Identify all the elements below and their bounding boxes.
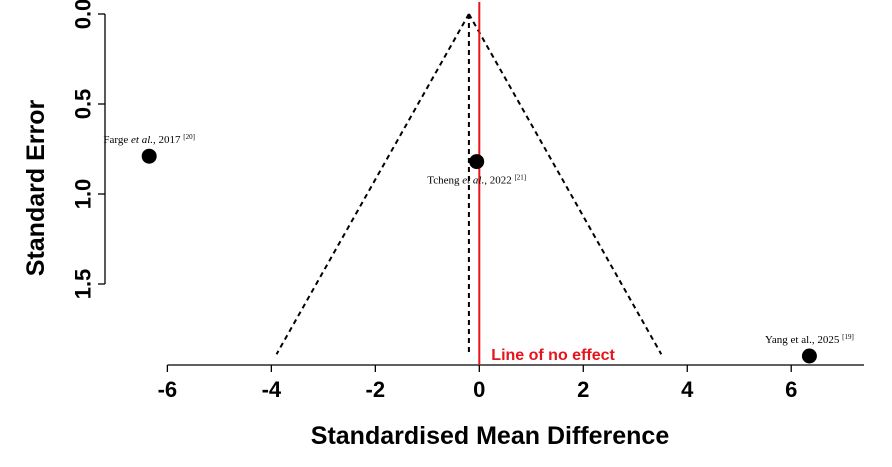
- x-tick-label: 4: [681, 377, 694, 402]
- study-ref: [21]: [514, 174, 526, 182]
- study-etal: et al.: [462, 175, 484, 187]
- funnel-group: [275, 13, 663, 355]
- study-name: Farge: [103, 134, 131, 146]
- study-label: Tcheng et al., 2022 [21]: [427, 174, 526, 187]
- x-tick-label: -4: [262, 377, 282, 402]
- axes-group: -6 -4 -2 0 2 4 6 0.0 0.5 1.0 1.5: [71, 0, 864, 402]
- study-ref: [19]: [842, 333, 854, 341]
- funnel-right-boundary: [468, 13, 663, 355]
- points-group: Farge et al., 2017 [20]Tcheng et al., 20…: [103, 133, 854, 364]
- x-tick-label: -2: [366, 377, 386, 402]
- study-name: Tcheng: [427, 175, 462, 187]
- y-tick-label: 1.5: [71, 269, 96, 300]
- y-tick-label: 0.5: [71, 89, 96, 120]
- line-of-no-effect-label: Line of no effect: [491, 347, 615, 364]
- x-tick-label: 0: [473, 377, 485, 402]
- study-point: [141, 148, 157, 164]
- y-tick-label: 1.0: [71, 179, 96, 210]
- x-tick-label: 2: [577, 377, 589, 402]
- x-axis-title: Standardised Mean Difference: [311, 422, 670, 450]
- study-label: Farge et al., 2017 [20]: [103, 133, 195, 146]
- study-label: Yang et al., 2025 [19]: [765, 333, 854, 346]
- y-axis-title: Standard Error: [22, 100, 50, 277]
- funnel-left-boundary: [275, 13, 470, 355]
- study-name: Yang: [765, 334, 790, 346]
- study-etal: et al.: [791, 334, 813, 346]
- study-point: [469, 154, 485, 170]
- study-etal: et al.: [131, 134, 153, 146]
- study-year: , 2025: [812, 334, 842, 346]
- x-tick-label: -6: [158, 377, 178, 402]
- study-point: [801, 348, 817, 364]
- reference-line-group: Line of no effect: [478, 2, 616, 365]
- study-year: , 2022: [484, 175, 514, 187]
- x-tick-label: 6: [785, 377, 797, 402]
- study-ref: [20]: [183, 133, 195, 141]
- y-tick-label: 0.0: [71, 0, 96, 29]
- study-year: , 2017: [153, 134, 183, 146]
